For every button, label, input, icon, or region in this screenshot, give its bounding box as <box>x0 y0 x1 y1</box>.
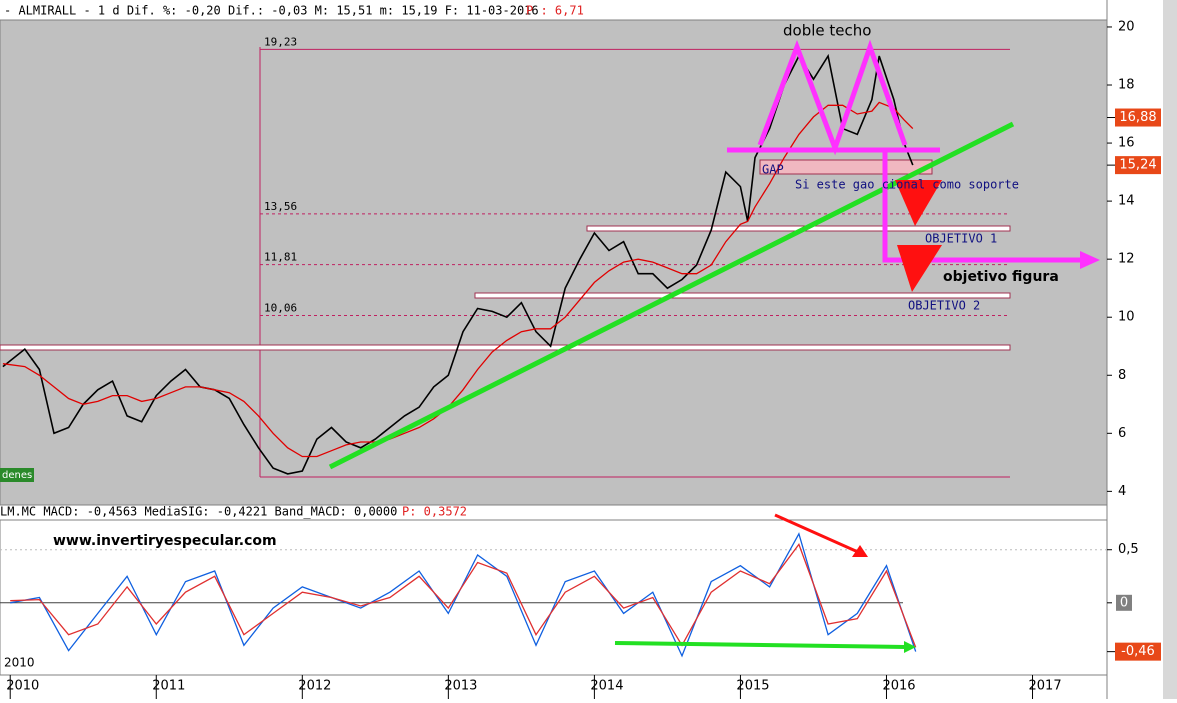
divergence-arrow <box>774 513 859 554</box>
price-box <box>1115 156 1161 175</box>
annotation: denes <box>2 470 32 481</box>
annotation: Si este gao cional como soporte <box>795 178 1019 192</box>
price-header-p: P : 6,71 <box>526 4 584 18</box>
y-tick-label: 20 <box>1118 19 1135 34</box>
x-tick-label: 2017 <box>1029 679 1062 694</box>
y-tick-label: 0,5 <box>1118 542 1139 557</box>
zone <box>474 292 1011 299</box>
annotation: OBJETIVO 2 <box>908 299 980 313</box>
arrow-head <box>1080 251 1100 269</box>
series-line <box>10 543 917 648</box>
zone <box>0 344 1011 351</box>
macd-header-p: P: 0,3572 <box>402 505 467 519</box>
label-box <box>0 468 34 482</box>
y-tick-label: 4 <box>1118 484 1126 499</box>
x-tick-label: 2010 <box>6 679 39 694</box>
annotation: 2010 <box>4 656 35 670</box>
level-label: 11,81 <box>264 251 297 264</box>
x-tick-label: 2016 <box>882 679 915 694</box>
annotation: OBJETIVO 1 <box>925 232 997 246</box>
y-tick-label: 8 <box>1118 368 1126 383</box>
price-label: 15,24 <box>1119 158 1156 173</box>
series-line <box>2 101 914 458</box>
x-tick-label: 2014 <box>590 679 623 694</box>
annotation: objetivo figura <box>943 269 1059 285</box>
price-label: 16,88 <box>1119 110 1156 125</box>
current-box <box>1115 642 1161 661</box>
annotation: GAP <box>762 163 784 177</box>
x-tick-label: 2013 <box>444 679 477 694</box>
price-box <box>1115 108 1161 127</box>
level-label: 19,23 <box>264 35 297 48</box>
target-arrow <box>882 150 1085 263</box>
support-line <box>614 641 906 649</box>
gap-zone <box>759 159 933 175</box>
macd-header: LM.MC MACD: -0,4563 MediaSIG: -0,4221 Ba… <box>0 505 397 519</box>
y-tick-label: 18 <box>1118 78 1135 93</box>
y-tick-label: 16 <box>1118 136 1135 151</box>
target-triangle <box>897 245 942 292</box>
target-triangle <box>895 180 942 226</box>
x-tick-label: 2012 <box>298 679 331 694</box>
macd-panel <box>0 519 1108 676</box>
level-label: 10,06 <box>264 301 297 314</box>
zero-box <box>1116 594 1132 611</box>
arrow-head <box>852 545 868 557</box>
y-tick-label: 0 <box>1120 595 1128 610</box>
y-tick-label: 6 <box>1118 426 1126 441</box>
x-tick-label: 2011 <box>152 679 185 694</box>
y-tick-label: 12 <box>1118 252 1135 267</box>
series-line <box>2 53 914 475</box>
price-header: - ALMIRALL - 1 d Dif. %: -0,20 Dif.: -0,… <box>4 4 539 18</box>
current-label: -0,46 <box>1121 644 1155 659</box>
annotation: www.invertiryespecular.com <box>53 533 277 549</box>
x-tick-label: 2015 <box>736 679 769 694</box>
scrollbar <box>1163 0 1177 699</box>
annotation: doble techo <box>783 22 871 40</box>
arrow-head <box>904 641 916 653</box>
y-tick-label: 14 <box>1118 194 1135 209</box>
y-tick-label: 10 <box>1118 310 1135 325</box>
level-label: 13,56 <box>264 200 297 213</box>
